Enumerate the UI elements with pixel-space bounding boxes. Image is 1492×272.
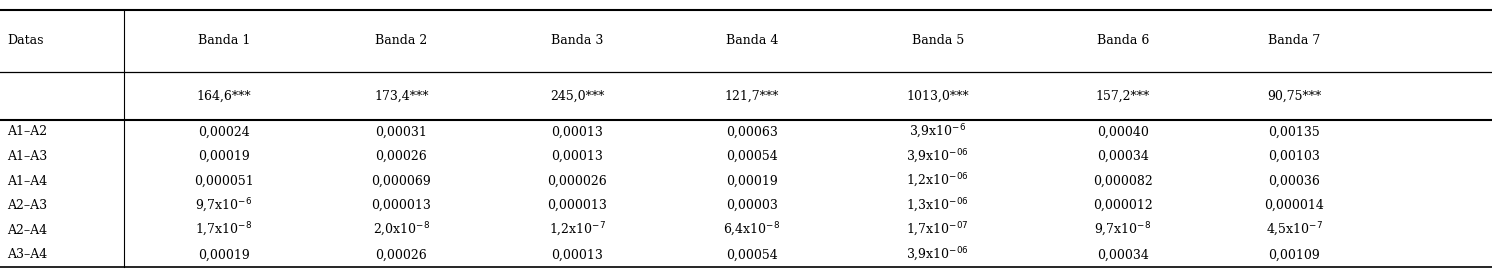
Text: 0,00019: 0,00019: [198, 248, 249, 261]
Text: A1–A2: A1–A2: [7, 125, 48, 138]
Text: 3,9x10$^{-6}$: 3,9x10$^{-6}$: [909, 123, 967, 141]
Text: 4,5x10$^{-7}$: 4,5x10$^{-7}$: [1265, 221, 1323, 239]
Text: Banda 1: Banda 1: [197, 34, 251, 47]
Text: 0,00040: 0,00040: [1097, 125, 1149, 138]
Text: 173,4***: 173,4***: [374, 89, 428, 102]
Text: 3,9x10$^{-06}$: 3,9x10$^{-06}$: [906, 246, 970, 264]
Text: 3,9x10$^{-06}$: 3,9x10$^{-06}$: [906, 147, 970, 166]
Text: 0,00135: 0,00135: [1268, 125, 1320, 138]
Text: A3–A4: A3–A4: [7, 248, 48, 261]
Text: 0,00013: 0,00013: [552, 125, 603, 138]
Text: 0,00109: 0,00109: [1268, 248, 1320, 261]
Text: 0,00013: 0,00013: [552, 248, 603, 261]
Text: 1013,0***: 1013,0***: [907, 89, 968, 102]
Text: 164,6***: 164,6***: [197, 89, 251, 102]
Text: 0,00013: 0,00013: [552, 150, 603, 163]
Text: A2–A3: A2–A3: [7, 199, 48, 212]
Text: 0,000082: 0,000082: [1092, 175, 1153, 188]
Text: 0,00054: 0,00054: [727, 248, 777, 261]
Text: 0,00103: 0,00103: [1268, 150, 1320, 163]
Text: 0,000069: 0,000069: [372, 175, 431, 188]
Text: 0,00019: 0,00019: [198, 150, 249, 163]
Text: 0,000051: 0,000051: [194, 175, 254, 188]
Text: 0,00036: 0,00036: [1268, 175, 1320, 188]
Text: 0,00063: 0,00063: [727, 125, 777, 138]
Text: 0,00019: 0,00019: [727, 175, 777, 188]
Text: 245,0***: 245,0***: [551, 89, 604, 102]
Text: Banda 7: Banda 7: [1268, 34, 1320, 47]
Text: 9,7x10$^{-6}$: 9,7x10$^{-6}$: [195, 197, 252, 215]
Text: 9,7x10$^{-8}$: 9,7x10$^{-8}$: [1094, 221, 1152, 239]
Text: 0,00026: 0,00026: [376, 248, 427, 261]
Text: Banda 6: Banda 6: [1097, 34, 1149, 47]
Text: Datas: Datas: [7, 34, 43, 47]
Text: 0,00026: 0,00026: [376, 150, 427, 163]
Text: A1–A4: A1–A4: [7, 175, 48, 188]
Text: 2,0x10$^{-8}$: 2,0x10$^{-8}$: [373, 221, 430, 239]
Text: 0,000013: 0,000013: [372, 199, 431, 212]
Text: 0,000012: 0,000012: [1092, 199, 1153, 212]
Text: 0,00054: 0,00054: [727, 150, 777, 163]
Text: 6,4x10$^{-8}$: 6,4x10$^{-8}$: [724, 221, 780, 239]
Text: 1,7x10$^{-07}$: 1,7x10$^{-07}$: [906, 221, 970, 239]
Text: 0,00034: 0,00034: [1097, 150, 1149, 163]
Text: 0,00003: 0,00003: [727, 199, 777, 212]
Text: 0,000014: 0,000014: [1264, 199, 1325, 212]
Text: 0,00031: 0,00031: [376, 125, 427, 138]
Text: Banda 3: Banda 3: [551, 34, 604, 47]
Text: Banda 5: Banda 5: [912, 34, 964, 47]
Text: 1,2x10$^{-7}$: 1,2x10$^{-7}$: [549, 221, 606, 239]
Text: Banda 2: Banda 2: [374, 34, 428, 47]
Text: 121,7***: 121,7***: [725, 89, 779, 102]
Text: 157,2***: 157,2***: [1095, 89, 1150, 102]
Text: 0,000013: 0,000013: [548, 199, 607, 212]
Text: A2–A4: A2–A4: [7, 224, 48, 237]
Text: 1,3x10$^{-06}$: 1,3x10$^{-06}$: [906, 197, 970, 215]
Text: 0,00034: 0,00034: [1097, 248, 1149, 261]
Text: 90,75***: 90,75***: [1267, 89, 1322, 102]
Text: 1,2x10$^{-06}$: 1,2x10$^{-06}$: [906, 172, 970, 190]
Text: 0,00024: 0,00024: [198, 125, 249, 138]
Text: 1,7x10$^{-8}$: 1,7x10$^{-8}$: [195, 221, 252, 239]
Text: 0,000026: 0,000026: [548, 175, 607, 188]
Text: A1–A3: A1–A3: [7, 150, 48, 163]
Text: Banda 4: Banda 4: [725, 34, 779, 47]
